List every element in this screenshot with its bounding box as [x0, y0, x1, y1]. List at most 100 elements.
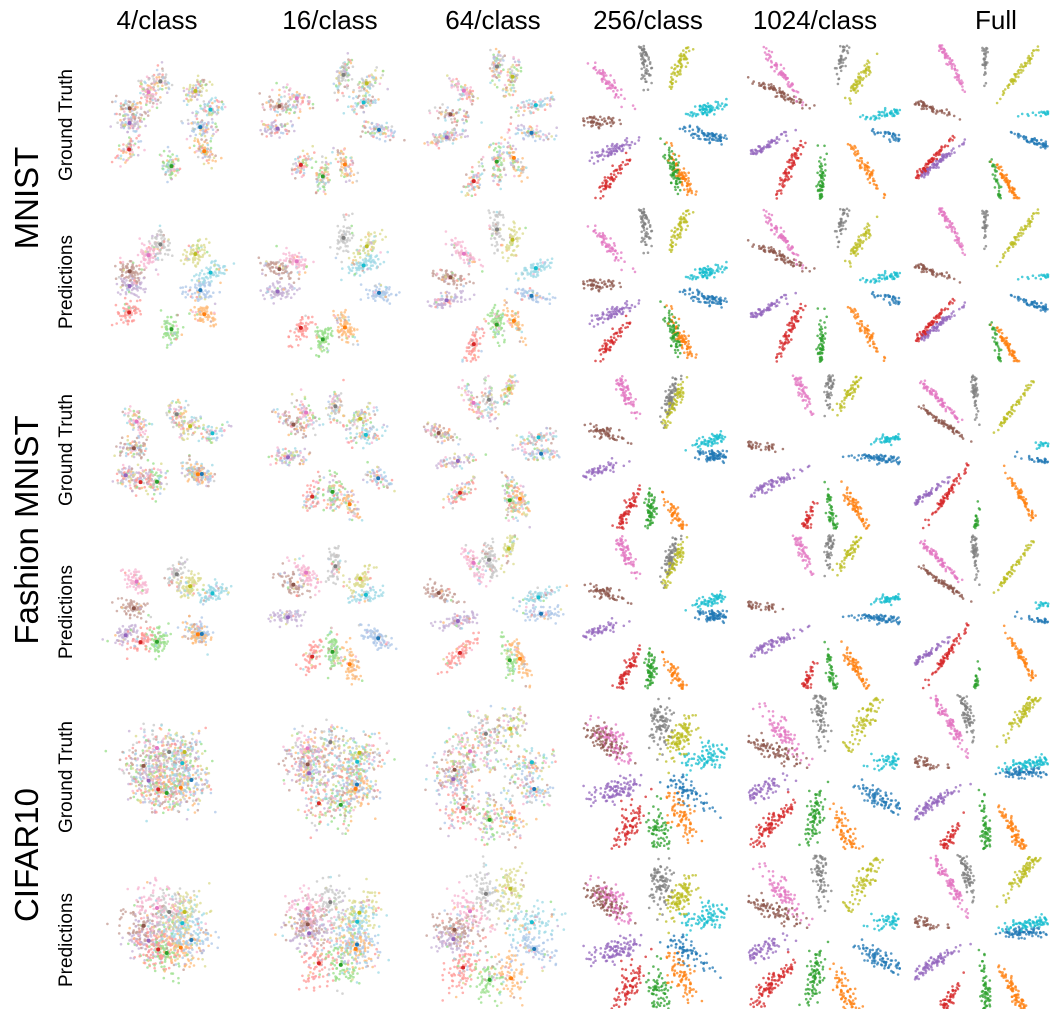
point — [534, 140, 537, 143]
point — [301, 175, 304, 178]
point — [318, 182, 321, 185]
point — [611, 176, 614, 179]
point — [455, 124, 458, 127]
point — [474, 193, 477, 196]
point — [857, 79, 860, 82]
point — [197, 122, 200, 125]
point — [340, 150, 343, 153]
point — [508, 84, 511, 87]
point — [293, 130, 296, 133]
point — [440, 113, 443, 116]
point — [206, 114, 209, 117]
point — [343, 173, 346, 176]
point — [152, 257, 155, 260]
point — [471, 185, 474, 188]
point — [138, 268, 141, 271]
point — [293, 168, 296, 171]
point — [193, 306, 196, 309]
point — [187, 293, 190, 296]
point — [858, 72, 861, 75]
point — [685, 51, 688, 54]
point — [511, 69, 514, 72]
point — [356, 340, 359, 343]
point — [672, 153, 675, 156]
point — [379, 83, 382, 86]
point — [624, 139, 627, 142]
point — [157, 273, 160, 276]
point — [128, 136, 131, 139]
point — [315, 192, 318, 195]
point — [215, 272, 218, 275]
point — [721, 108, 724, 111]
labelled-point — [377, 128, 381, 132]
point — [124, 115, 127, 118]
point — [201, 79, 204, 82]
point — [145, 94, 148, 97]
point — [692, 48, 695, 51]
point — [387, 129, 390, 132]
point — [114, 100, 117, 103]
point — [347, 66, 350, 69]
point — [780, 189, 783, 192]
point — [508, 129, 511, 132]
point — [125, 144, 128, 147]
point — [998, 192, 1001, 195]
point — [523, 127, 526, 130]
point — [476, 181, 479, 184]
point — [280, 263, 283, 266]
point — [517, 59, 520, 62]
point — [129, 143, 132, 146]
point — [685, 65, 688, 68]
point — [463, 110, 466, 113]
point — [869, 182, 872, 185]
point — [144, 112, 147, 115]
point — [159, 225, 162, 228]
point — [503, 159, 506, 162]
point — [382, 70, 385, 73]
point — [361, 86, 364, 89]
point — [189, 147, 192, 150]
point — [791, 159, 794, 162]
labelled-point — [127, 148, 131, 152]
point — [331, 151, 334, 154]
point — [490, 144, 493, 147]
point — [601, 182, 604, 185]
point — [594, 197, 597, 200]
point — [613, 170, 616, 173]
point — [167, 146, 170, 149]
point — [597, 160, 600, 163]
point — [752, 80, 755, 83]
point — [132, 153, 135, 156]
point — [531, 103, 534, 106]
point — [778, 87, 781, 90]
point — [295, 164, 298, 167]
point — [170, 316, 173, 319]
point — [139, 310, 142, 313]
point — [678, 54, 681, 57]
panel-mnist-ground-truth-full — [914, 44, 1050, 199]
point — [117, 291, 120, 294]
point — [674, 188, 677, 191]
point — [800, 153, 803, 156]
labelled-point — [449, 112, 453, 116]
point — [302, 150, 305, 153]
point — [356, 328, 359, 331]
point — [267, 126, 270, 129]
point — [351, 237, 354, 240]
point — [348, 165, 351, 168]
point — [795, 96, 798, 99]
point — [161, 259, 164, 262]
point — [522, 101, 525, 104]
point — [278, 98, 281, 101]
point — [357, 102, 360, 105]
point — [166, 344, 169, 347]
point — [122, 281, 125, 284]
point — [876, 132, 879, 135]
point — [426, 141, 429, 144]
point — [212, 319, 215, 322]
point — [342, 62, 345, 65]
point — [137, 154, 140, 157]
point — [351, 232, 354, 235]
point — [474, 186, 477, 189]
row-label-fashion-predictions: Predictions — [56, 565, 77, 659]
